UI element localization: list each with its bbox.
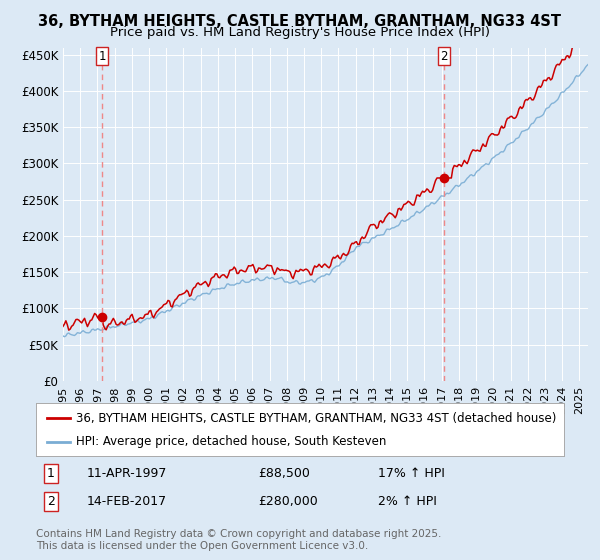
Text: 1: 1 — [47, 466, 55, 480]
Text: 2: 2 — [440, 50, 448, 63]
Text: £280,000: £280,000 — [258, 494, 318, 508]
Text: £88,500: £88,500 — [258, 466, 310, 480]
Text: 1: 1 — [98, 50, 106, 63]
Text: Price paid vs. HM Land Registry's House Price Index (HPI): Price paid vs. HM Land Registry's House … — [110, 26, 490, 39]
Text: 14-FEB-2017: 14-FEB-2017 — [87, 494, 167, 508]
Text: Contains HM Land Registry data © Crown copyright and database right 2025.
This d: Contains HM Land Registry data © Crown c… — [36, 529, 442, 551]
Text: 17% ↑ HPI: 17% ↑ HPI — [378, 466, 445, 480]
Text: 36, BYTHAM HEIGHTS, CASTLE BYTHAM, GRANTHAM, NG33 4ST (detached house): 36, BYTHAM HEIGHTS, CASTLE BYTHAM, GRANT… — [76, 412, 556, 424]
Text: 2% ↑ HPI: 2% ↑ HPI — [378, 494, 437, 508]
Text: 2: 2 — [47, 494, 55, 508]
Text: HPI: Average price, detached house, South Kesteven: HPI: Average price, detached house, Sout… — [76, 435, 386, 448]
Text: 36, BYTHAM HEIGHTS, CASTLE BYTHAM, GRANTHAM, NG33 4ST: 36, BYTHAM HEIGHTS, CASTLE BYTHAM, GRANT… — [38, 14, 562, 29]
Text: 11-APR-1997: 11-APR-1997 — [87, 466, 167, 480]
